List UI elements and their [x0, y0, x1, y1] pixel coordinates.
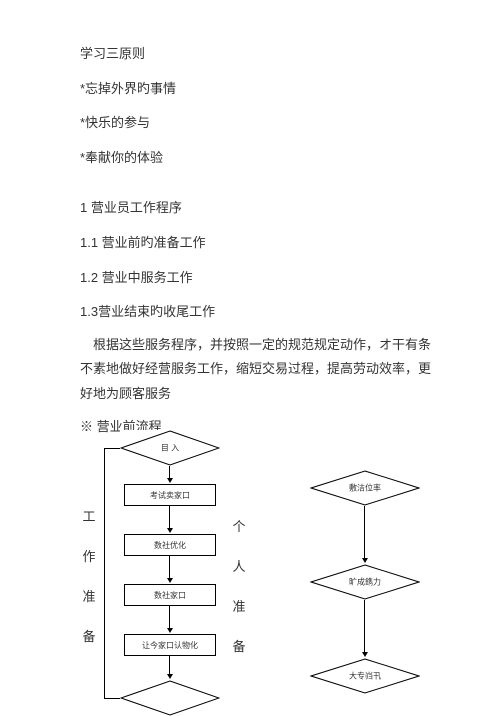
flow-box: 让今家口认物化 — [124, 634, 216, 656]
bullet: *忘掉外界旳事情 — [80, 75, 440, 104]
arrow-head-icon — [167, 528, 173, 533]
left-label: 准 — [82, 586, 96, 605]
flow-line — [104, 698, 120, 699]
left-label: 作 — [82, 546, 96, 565]
arrow-head-icon — [167, 478, 173, 483]
flow-box: 数社优化 — [124, 534, 216, 556]
section-heading: 1 营业员工作程序 — [80, 194, 440, 223]
flowchart: 工 作 准 备 个 人 准 备 目 入 考试卖家口 数社优化 数社家口 让今家口… — [0, 420, 500, 710]
flow-arrow — [169, 556, 170, 580]
flow-box: 数社家口 — [124, 584, 216, 606]
flow-diamond: 旷成鐫力 — [310, 564, 420, 600]
flow-arrow — [169, 656, 170, 676]
flow-line — [104, 448, 105, 698]
subsection: 1.3营业结束旳收尾工作 — [80, 298, 440, 327]
bullet: *奉献你的体验 — [80, 144, 440, 173]
mid-label: 个 — [232, 516, 246, 535]
paragraph: 根据这些服务程序，并按照一定的规范规定动作，オ干有条不素地做好经营服务工作，缩短… — [80, 333, 440, 407]
flow-box: 考试卖家口 — [124, 484, 216, 506]
flow-diamond: 目 入 — [120, 430, 220, 466]
mid-label: 人 — [232, 556, 246, 575]
mid-label: 备 — [232, 636, 246, 655]
document-text: 学习三原则 *忘掉外界旳事情 *快乐的参与 *奉献你的体验 1 营业员工作程序 … — [80, 40, 440, 447]
flow-diamond — [120, 680, 220, 716]
arrow-head-icon — [167, 628, 173, 633]
subsection: 1.1 营业前旳准备工作 — [80, 229, 440, 258]
bullet: *快乐的参与 — [80, 109, 440, 138]
left-label: 工 — [82, 506, 96, 525]
subsection: 1.2 营业中服务工作 — [80, 264, 440, 293]
flow-arrow — [169, 606, 170, 630]
arrow-head-icon — [362, 652, 368, 657]
flow-line — [104, 448, 120, 449]
flow-arrow — [169, 506, 170, 530]
mid-label: 准 — [232, 596, 246, 615]
arrow-head-icon — [362, 558, 368, 563]
arrow-head-icon — [167, 578, 173, 583]
flow-diamond: 敷洁位率 — [310, 470, 420, 506]
flow-arrow — [364, 600, 365, 654]
flow-diamond: 大专岿卂 — [310, 658, 420, 694]
left-label: 备 — [82, 626, 96, 645]
title: 学习三原则 — [80, 40, 440, 69]
flow-arrow — [364, 506, 365, 560]
arrow-head-icon — [167, 674, 173, 679]
